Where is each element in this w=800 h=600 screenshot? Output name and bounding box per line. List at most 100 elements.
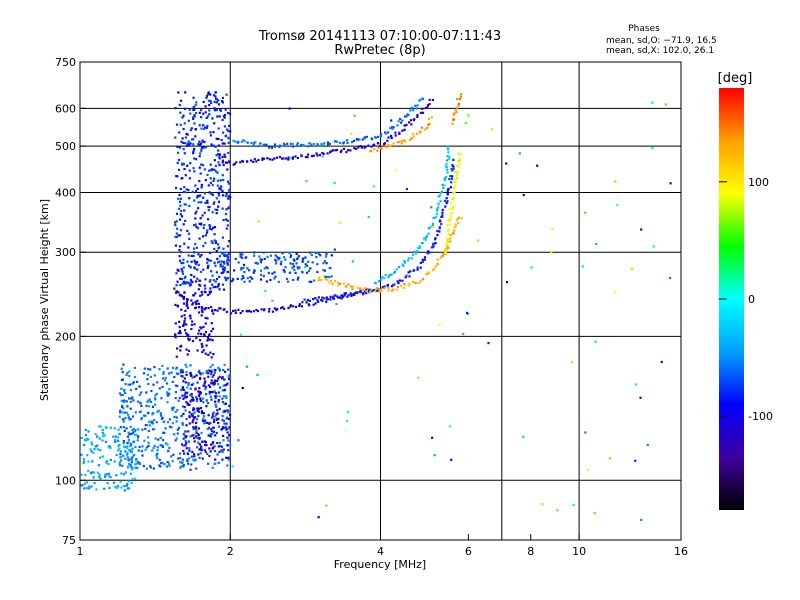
phase-point [321, 296, 324, 299]
phase-point [416, 104, 419, 107]
phase-point [181, 386, 185, 389]
phase-point [415, 107, 418, 110]
phase-point [197, 453, 200, 456]
phase-point [410, 123, 413, 126]
phase-point [293, 259, 296, 262]
phase-point [221, 397, 224, 400]
phase-point [93, 471, 96, 474]
phase-point [216, 115, 219, 118]
phase-point [221, 161, 224, 164]
phase-point [273, 157, 276, 160]
phase-point [108, 445, 111, 448]
phase-point [218, 375, 221, 378]
phase-point [329, 295, 332, 298]
phase-point [212, 383, 215, 386]
phase-point [428, 226, 431, 230]
phase-point [192, 143, 195, 146]
phase-point [200, 342, 203, 346]
phase-point [207, 414, 210, 417]
phase-point [129, 383, 132, 386]
phase-point [347, 149, 350, 152]
phase-point [183, 452, 186, 455]
phase-point [112, 481, 116, 484]
phase-point [218, 255, 221, 258]
phase-point [441, 255, 444, 258]
phase-point [229, 414, 232, 417]
phase-point [153, 445, 156, 448]
phase-point [198, 279, 201, 282]
phase-point [401, 279, 404, 282]
phase-point [128, 374, 131, 378]
phase-point [240, 267, 243, 270]
phase-point [403, 259, 406, 262]
y-tick-label: 75 [62, 534, 76, 547]
phase-point [179, 294, 182, 297]
phase-point [386, 283, 389, 287]
phase-point [245, 256, 248, 259]
phase-point [397, 282, 400, 285]
phase-point [246, 267, 249, 270]
phase-point [88, 485, 91, 488]
phase-point [378, 288, 381, 292]
phase-point [322, 268, 325, 272]
phase-point [281, 306, 284, 309]
phase-point [202, 235, 205, 238]
phase-point [417, 281, 420, 285]
phase-point [195, 467, 198, 470]
phase-point [364, 286, 367, 289]
phase-point [126, 435, 130, 438]
phase-point [213, 94, 216, 97]
phase-point [418, 246, 422, 250]
phase-point [147, 444, 150, 447]
phase-point [181, 375, 184, 378]
phase-point [243, 263, 246, 266]
phase-point [125, 454, 129, 457]
phase-point [199, 152, 202, 155]
phase-point [149, 368, 152, 371]
phase-point [405, 188, 408, 191]
phase-point [267, 271, 270, 274]
phase-point [398, 279, 402, 282]
phase-point [347, 283, 350, 286]
phase-point [186, 304, 189, 307]
phase-point [221, 458, 224, 461]
phase-point [353, 114, 356, 117]
phase-point [176, 161, 179, 164]
phase-point [231, 278, 234, 281]
phase-point [202, 244, 205, 248]
phase-point [505, 281, 509, 284]
phase-point [167, 462, 171, 465]
phase-point [265, 143, 268, 146]
phase-point [225, 93, 228, 96]
phase-point [195, 429, 198, 432]
phase-point [197, 143, 200, 146]
phase-point [370, 288, 373, 291]
phase-point [136, 466, 139, 469]
phase-point [594, 340, 597, 343]
phase-point [126, 405, 129, 408]
phase-point [211, 339, 214, 342]
phase-point [182, 302, 186, 305]
phase-point [197, 390, 200, 393]
phase-point [322, 143, 325, 146]
phase-point [436, 229, 439, 233]
phase-point [213, 226, 217, 229]
phase-point [450, 211, 454, 215]
phase-point [202, 349, 205, 352]
phase-point [160, 461, 163, 465]
phase-point [447, 233, 450, 236]
phase-point [377, 146, 380, 149]
phase-point [257, 220, 260, 223]
phase-point [198, 124, 201, 127]
phase-point [221, 389, 224, 392]
phase-point [242, 139, 245, 142]
phase-point [157, 438, 160, 441]
phase-point [126, 445, 129, 448]
phase-point [450, 214, 453, 217]
phase-point [215, 212, 218, 215]
phase-point [194, 212, 197, 215]
phase-point [124, 471, 127, 474]
phase-point [412, 132, 415, 136]
phase-point [131, 451, 134, 454]
phase-point [449, 217, 452, 220]
